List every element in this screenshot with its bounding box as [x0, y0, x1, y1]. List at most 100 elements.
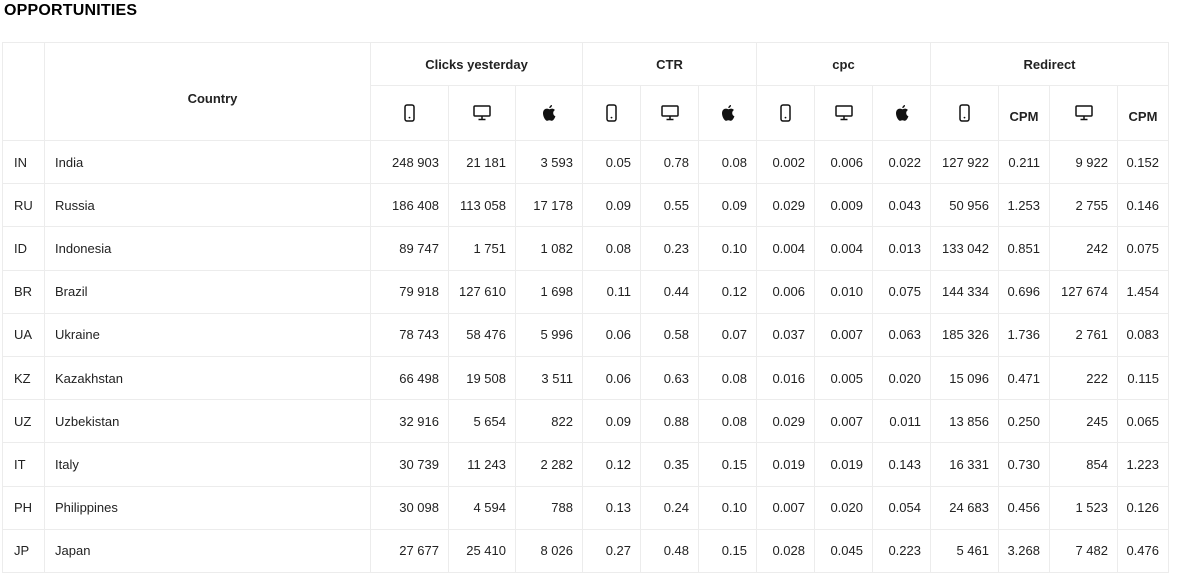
- redirect-mobile-header[interactable]: [930, 85, 999, 141]
- country-name: Kazakhstan: [44, 355, 371, 401]
- cpc-desktop-cell: 0.007: [814, 312, 873, 357]
- clicks-mobile-cell: 30 739: [370, 442, 449, 487]
- ctr-desktop-cell: 0.24: [640, 485, 699, 530]
- table-row[interactable]: BR Brazil 79 918 127 610 1 698 0.11 0.44 0.12 0.…: [2, 269, 1169, 314]
- clicks-desktop-header[interactable]: [448, 85, 516, 141]
- redirect-mobile-cell: 5 461: [930, 528, 999, 573]
- country-name: Uzbekistan: [44, 399, 371, 444]
- ctr-desktop-cell: 0.55: [640, 183, 699, 228]
- ctr-group-header[interactable]: CTR: [582, 42, 757, 86]
- apple-icon: [699, 104, 756, 122]
- ctr-desktop-header[interactable]: [640, 85, 699, 141]
- ctr-apple-cell: 0.08: [698, 355, 757, 401]
- cpc-desktop-cell: 0.020: [814, 485, 873, 530]
- ctr-apple-cell: 0.10: [698, 226, 757, 271]
- ctr-apple-cell: 0.08: [698, 399, 757, 444]
- redirect-mobile-cpm-cell: 0.696: [998, 269, 1050, 314]
- redirect-desktop-cpm-cell: 0.152: [1117, 139, 1169, 185]
- clicks-mobile-header[interactable]: [370, 85, 449, 141]
- table-row[interactable]: RU Russia 186 408 113 058 17 178 0.09 0.55 0.09…: [2, 183, 1169, 228]
- clicks-mobile-cell: 32 916: [370, 399, 449, 444]
- redirect-desktop-cpm-cell: 0.065: [1117, 399, 1169, 444]
- redirect-mobile-cpm-cell: 0.851: [998, 226, 1050, 271]
- redirect-desktop-cell: 7 482: [1049, 528, 1118, 573]
- country-code: UA: [2, 312, 45, 357]
- page-title: OPPORTUNITIES: [4, 2, 138, 19]
- table-row[interactable]: JP Japan 27 677 25 410 8 026 0.27 0.48 0.15 0.02…: [2, 528, 1169, 573]
- redirect-mobile-cpm-cell: 1.736: [998, 312, 1050, 357]
- country-code: PH: [2, 485, 45, 530]
- ctr-mobile-cell: 0.06: [582, 312, 641, 357]
- table-row[interactable]: IT Italy 30 739 11 243 2 282 0.12 0.35 0.15 0.01…: [2, 442, 1169, 487]
- cpc-desktop-header[interactable]: [814, 85, 873, 141]
- opportunities-table: Country Clicks yesterday CTR cpc Redirec…: [2, 42, 1169, 573]
- redirect-desktop-cell: 242: [1049, 226, 1118, 271]
- cpc-mobile-cell: 0.016: [756, 355, 815, 401]
- desktop-icon: [641, 105, 698, 121]
- ctr-apple-header[interactable]: [698, 85, 757, 141]
- cpc-desktop-cell: 0.009: [814, 183, 873, 228]
- ctr-desktop-cell: 0.44: [640, 269, 699, 314]
- cpc-apple-cell: 0.143: [872, 442, 931, 487]
- country-code: BR: [2, 269, 45, 314]
- ctr-mobile-cell: 0.09: [582, 183, 641, 228]
- ctr-mobile-cell: 0.12: [582, 442, 641, 487]
- redirect-desktop-cpm-cell: 1.454: [1117, 269, 1169, 314]
- cpc-mobile-cell: 0.029: [756, 399, 815, 444]
- redirect-mobile-cell: 24 683: [930, 485, 999, 530]
- clicks-mobile-cell: 66 498: [370, 355, 449, 401]
- redirect-desktop-header[interactable]: [1049, 85, 1118, 141]
- mobile-icon: [757, 104, 814, 122]
- redirect-mobile-cpm-header[interactable]: CPM: [998, 85, 1050, 141]
- clicks-desktop-cell: 58 476: [448, 312, 516, 357]
- cpc-apple-cell: 0.013: [872, 226, 931, 271]
- table-row[interactable]: PH Philippines 30 098 4 594 788 0.13 0.24 0.10 0…: [2, 485, 1169, 530]
- country-name: Japan: [44, 528, 371, 573]
- redirect-mobile-cell: 16 331: [930, 442, 999, 487]
- redirect-mobile-cpm-cell: 0.471: [998, 355, 1050, 401]
- table-row[interactable]: UZ Uzbekistan 32 916 5 654 822 0.09 0.88 0.08 0.…: [2, 399, 1169, 444]
- table-row[interactable]: IN India 248 903 21 181 3 593 0.05 0.78 0.08 0.0…: [2, 139, 1169, 185]
- table-row[interactable]: UA Ukraine 78 743 58 476 5 996 0.06 0.58 0.07 0.…: [2, 312, 1169, 357]
- ctr-mobile-cell: 0.27: [582, 528, 641, 573]
- cpc-mobile-cell: 0.019: [756, 442, 815, 487]
- redirect-desktop-cell: 127 674: [1049, 269, 1118, 314]
- redirect-desktop-cpm-header[interactable]: CPM: [1117, 85, 1169, 141]
- table-row[interactable]: ID Indonesia 89 747 1 751 1 082 0.08 0.23 0.10 0…: [2, 226, 1169, 271]
- clicks-apple-cell: 1 082: [515, 226, 583, 271]
- desktop-icon: [1050, 105, 1117, 121]
- redirect-mobile-cell: 13 856: [930, 399, 999, 444]
- clicks-desktop-cell: 1 751: [448, 226, 516, 271]
- cpc-group-header[interactable]: cpc: [756, 42, 931, 86]
- country-name: Brazil: [44, 269, 371, 314]
- mobile-icon: [371, 104, 448, 122]
- country-code: ID: [2, 226, 45, 271]
- clicks-apple-cell: 1 698: [515, 269, 583, 314]
- ctr-apple-cell: 0.08: [698, 139, 757, 185]
- desktop-icon: [449, 105, 515, 121]
- ctr-desktop-cell: 0.48: [640, 528, 699, 573]
- cpc-apple-cell: 0.223: [872, 528, 931, 573]
- ctr-mobile-cell: 0.08: [582, 226, 641, 271]
- country-code: UZ: [2, 399, 45, 444]
- country-header[interactable]: Country: [44, 42, 371, 141]
- clicks-apple-header[interactable]: [515, 85, 583, 141]
- clicks-desktop-cell: 113 058: [448, 183, 516, 228]
- clicks-group-header[interactable]: Clicks yesterday: [370, 42, 583, 86]
- redirect-desktop-cell: 2 761: [1049, 312, 1118, 357]
- ctr-mobile-header[interactable]: [582, 85, 641, 141]
- country-name: Ukraine: [44, 312, 371, 357]
- redirect-desktop-cell: 1 523: [1049, 485, 1118, 530]
- cpc-apple-header[interactable]: [872, 85, 931, 141]
- clicks-apple-cell: 3 593: [515, 139, 583, 185]
- clicks-apple-cell: 822: [515, 399, 583, 444]
- apple-icon: [516, 104, 582, 122]
- country-name: Philippines: [44, 485, 371, 530]
- redirect-group-header[interactable]: Redirect: [930, 42, 1169, 86]
- table-row[interactable]: KZ Kazakhstan 66 498 19 508 3 511 0.06 0.63 0.0…: [2, 355, 1169, 401]
- cpc-apple-cell: 0.043: [872, 183, 931, 228]
- cpc-mobile-header[interactable]: [756, 85, 815, 141]
- ctr-mobile-cell: 0.11: [582, 269, 641, 314]
- redirect-desktop-cell: 9 922: [1049, 139, 1118, 185]
- ctr-mobile-cell: 0.05: [582, 139, 641, 185]
